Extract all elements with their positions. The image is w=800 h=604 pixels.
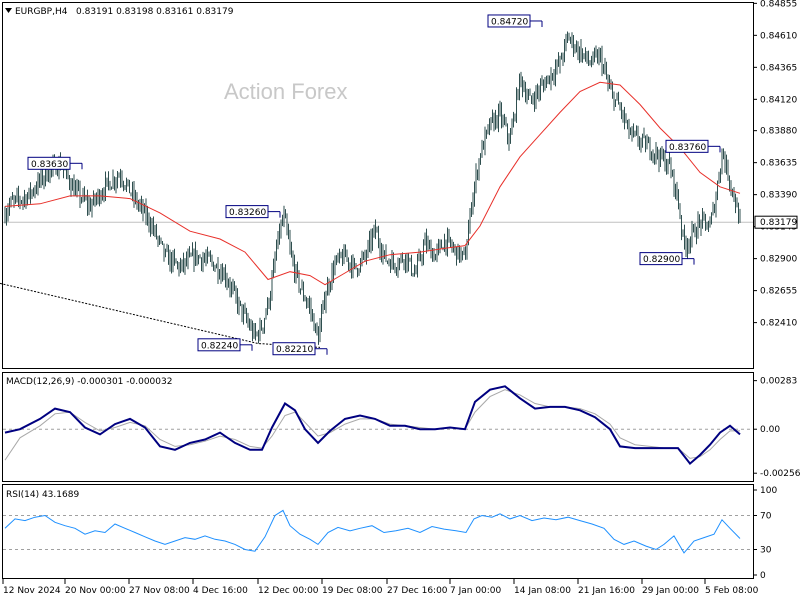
price-tick-label: 0.83390 — [760, 191, 797, 201]
rsi-tick-label: 30 — [760, 546, 772, 556]
rsi-tick-label: 100 — [760, 486, 777, 496]
time-tick-label: 21 Jan 16:00 — [578, 586, 635, 596]
rsi-axis: 100 70 30 0 — [753, 486, 777, 581]
time-tick-label: 27 Nov 08:00 — [129, 586, 190, 596]
macd-tick-label: 0.00 — [760, 425, 780, 435]
price-tick-label: 0.83880 — [760, 127, 797, 137]
price-label-0.83760: 0.83760 — [665, 139, 721, 153]
time-tick-label: 5 Feb 08:00 — [705, 586, 759, 596]
price-tick-label: 0.82900 — [760, 255, 797, 265]
macd-panel-frame — [2, 372, 754, 482]
time-tick-label: 7 Jan 00:00 — [450, 586, 502, 596]
price-tick-label: 0.83635 — [760, 159, 797, 169]
price-tick-label: 0.84120 — [760, 95, 797, 105]
current-price-label: 0.83179 — [760, 218, 797, 228]
price-label-0.83260: 0.83260 — [225, 205, 281, 219]
price-label-0.82210: 0.82210 — [272, 342, 328, 356]
price-labels: 0.84720 0.83630 0.83260 0.83760 0.82900 0.822… — [27, 14, 721, 356]
macd-tick-label: -0.002563 — [760, 469, 800, 479]
rsi-label: RSI(14) 43.1689 — [6, 490, 79, 500]
symbol-label: EURGBP,H4 — [15, 7, 68, 17]
time-tick-label: 19 Dec 08:00 — [322, 586, 383, 596]
ohlc-values: 0.83191 0.83198 0.83161 0.83179 — [76, 7, 234, 17]
price-label-0.82240: 0.82240 — [197, 338, 253, 352]
price-tick-label: 0.82410 — [760, 319, 797, 329]
price-tick-label: 0.84855 — [760, 0, 797, 9]
svg-text:0.82240: 0.82240 — [201, 341, 238, 351]
macd-axis: 0.00283 0.00 -0.002563 — [753, 377, 800, 479]
time-tick-label: 20 Nov 00:00 — [65, 586, 126, 596]
price-label-0.83630: 0.83630 — [27, 156, 83, 170]
macd-tick-label: 0.00283 — [760, 377, 797, 387]
candles — [4, 31, 741, 345]
time-tick-label: 14 Jan 08:00 — [514, 586, 571, 596]
rsi-line — [4, 509, 741, 554]
price-label-0.84720: 0.84720 — [487, 14, 543, 28]
time-tick-label: 12 Dec 00:00 — [258, 586, 319, 596]
time-tick-label: 4 Dec 16:00 — [193, 586, 248, 596]
price-tick-label: 0.82655 — [760, 287, 797, 297]
rsi-tick-label: 0 — [760, 571, 766, 581]
svg-text:0.83260: 0.83260 — [229, 208, 266, 218]
moving-average-line — [4, 81, 741, 286]
time-tick-label: 27 Dec 16:00 — [387, 586, 448, 596]
price-tick-label: 0.84610 — [760, 31, 797, 41]
svg-text:0.82210: 0.82210 — [276, 345, 313, 355]
price-tick-label: 0.84365 — [760, 63, 797, 73]
rsi-panel-frame — [2, 484, 754, 579]
watermark: Action Forex — [224, 79, 348, 104]
price-label-0.82900: 0.82900 — [639, 252, 695, 265]
macd-label: MACD(12,26,9) -0.000301 -0.000032 — [6, 377, 172, 387]
price-panel-frame — [2, 2, 754, 369]
svg-text:0.84720: 0.84720 — [491, 17, 528, 27]
time-tick-label: 29 Jan 00:00 — [642, 586, 699, 596]
svg-text:0.82900: 0.82900 — [643, 255, 680, 265]
time-tick-label: 12 Nov 2024 — [3, 586, 61, 596]
price-axis: 0.84855 0.84610 0.84365 0.84120 0.83880 0.836… — [753, 0, 798, 329]
current-price-box — [754, 215, 798, 229]
time-axis: 12 Nov 2024 20 Nov 00:00 27 Nov 08:00 4 Dec… — [2, 579, 759, 596]
triangle-down-icon[interactable] — [5, 8, 12, 13]
macd-line — [4, 385, 741, 466]
rsi-levels — [3, 515, 753, 550]
svg-text:0.83630: 0.83630 — [31, 160, 68, 170]
rsi-tick-label: 70 — [760, 512, 772, 522]
svg-text:0.83760: 0.83760 — [669, 143, 706, 153]
